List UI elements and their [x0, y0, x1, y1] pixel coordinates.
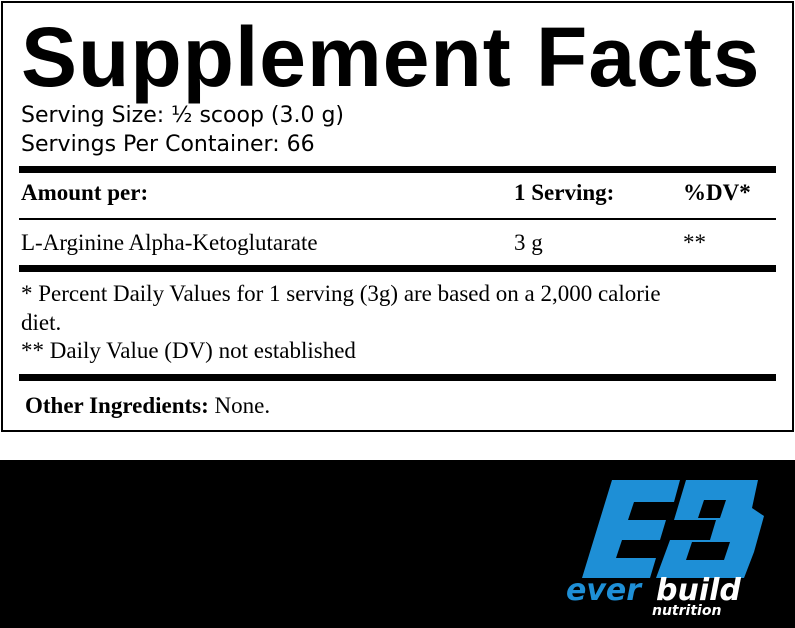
- ingredient-dv: **: [683, 230, 706, 255]
- footnote-2: ** Daily Value (DV) not established: [21, 338, 356, 363]
- servings-per-container: Servings Per Container: 66: [21, 132, 315, 157]
- ingredient-amount: 3 g: [514, 230, 543, 255]
- divider-thick: [19, 374, 776, 381]
- other-ingredients-value: None.: [208, 393, 271, 418]
- footnote-1-cont: diet.: [21, 310, 62, 335]
- ingredient-name: L-Arginine Alpha-Ketoglutarate: [21, 230, 318, 255]
- divider-thin: [19, 218, 776, 220]
- everbuild-logo: ever build nutrition: [566, 480, 764, 619]
- header-amount: Amount per:: [21, 180, 149, 205]
- other-ingredients: Other Ingredients: None.: [25, 393, 270, 419]
- divider-thick: [19, 265, 776, 272]
- brand-build: build: [656, 573, 741, 608]
- brand-footer: ever build nutrition: [0, 460, 795, 628]
- header-dv: %DV*: [683, 180, 751, 205]
- supplement-facts-panel: Supplement Facts Serving Size: ½ scoop (…: [1, 1, 794, 432]
- panel-title: Supplement Facts: [21, 10, 761, 104]
- divider-thick: [19, 166, 776, 173]
- eb-logo-mark: [582, 480, 764, 578]
- footnote-1: * Percent Daily Values for 1 serving (3g…: [21, 281, 661, 306]
- serving-size: Serving Size: ½ scoop (3.0 g): [21, 103, 345, 128]
- brand-nutrition: nutrition: [652, 603, 721, 619]
- header-serving: 1 Serving:: [514, 180, 615, 205]
- other-ingredients-label: Other Ingredients:: [25, 393, 209, 418]
- brand-ever: ever: [566, 573, 643, 608]
